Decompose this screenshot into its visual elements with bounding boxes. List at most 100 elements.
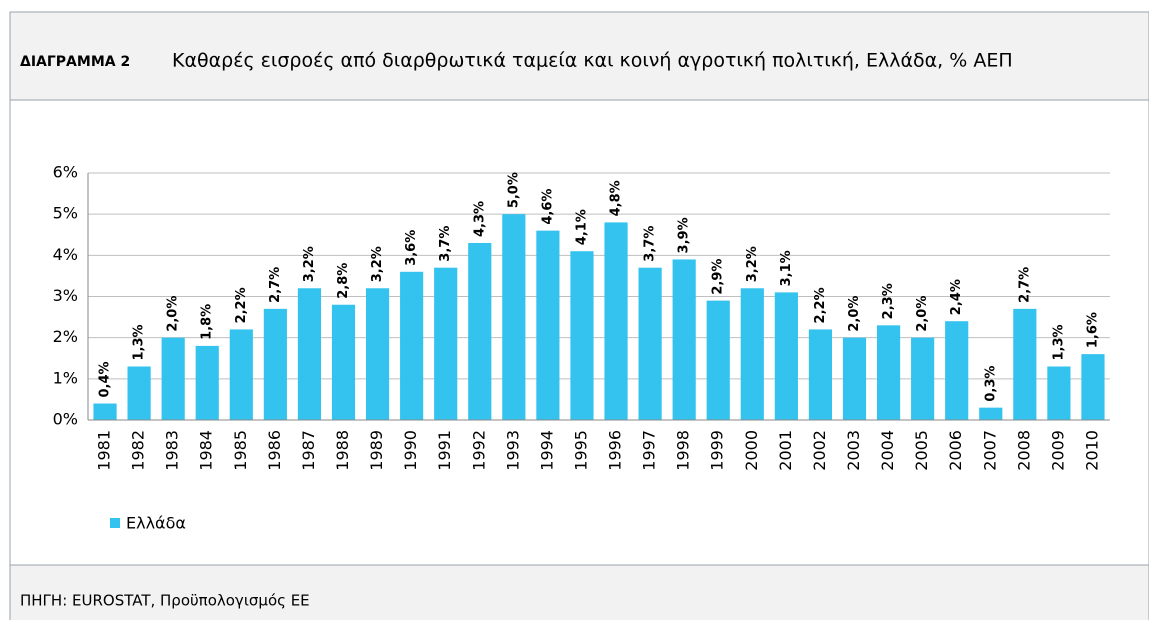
bar <box>740 288 764 420</box>
x-tick-label: 2010 <box>1082 430 1101 471</box>
chart-title: Καθαρές εισροές από διαρθρωτικά ταμεία κ… <box>172 50 1013 72</box>
bar <box>570 251 594 420</box>
bar <box>638 267 662 420</box>
bar <box>434 267 458 420</box>
bar <box>365 288 390 420</box>
x-tick-label: 1990 <box>401 430 420 471</box>
legend-label: Ελλάδα <box>126 514 186 533</box>
x-tick-label: 1996 <box>606 430 625 471</box>
chart: 0% 1% 2% 3% 4% 5% 6% 0,4% 1981 1,3% 1982 2,0% 1983 1,… <box>53 163 1110 533</box>
data-label: 2,3% <box>881 283 896 319</box>
x-tick-label: 1987 <box>299 430 318 471</box>
bar <box>263 308 287 420</box>
x-tick-label: 1999 <box>708 430 727 471</box>
data-label: 3,7% <box>643 226 658 262</box>
bar <box>774 292 798 420</box>
data-label: 2,9% <box>711 259 726 295</box>
x-tick-label: 2007 <box>980 430 999 471</box>
data-label: 3,2% <box>370 246 385 282</box>
data-label: 2,7% <box>1017 267 1032 303</box>
y-tick-label: 6% <box>53 163 78 182</box>
x-tick-label: 1986 <box>265 430 284 471</box>
bar <box>468 242 492 420</box>
bar <box>127 366 151 420</box>
x-tick-label: 1997 <box>640 430 659 471</box>
bar <box>876 325 901 420</box>
x-tick-label: 1998 <box>674 430 693 471</box>
bar <box>400 271 424 420</box>
footer-bg <box>9 564 1149 624</box>
bar <box>536 230 560 420</box>
x-tick-label: 2006 <box>946 430 965 471</box>
y-tick-label: 5% <box>53 204 78 223</box>
x-tick-label: 1992 <box>469 430 488 471</box>
x-tick-label: 1988 <box>333 430 352 471</box>
x-tick-label: 1985 <box>231 430 250 471</box>
bar <box>1081 354 1105 420</box>
legend-swatch <box>110 518 120 528</box>
y-tick-label: 2% <box>53 327 78 346</box>
header-bg <box>9 11 1149 101</box>
x-tick-label: 1981 <box>95 430 114 471</box>
data-label: 3,6% <box>404 230 419 266</box>
bar <box>842 337 867 420</box>
data-label: 2,8% <box>336 263 351 299</box>
data-label: 3,2% <box>302 246 317 282</box>
data-label: 2,0% <box>847 296 862 332</box>
data-label: 2,2% <box>234 287 249 323</box>
data-label: 2,2% <box>813 287 828 323</box>
y-tick-label: 4% <box>53 245 78 264</box>
bar <box>331 304 356 420</box>
data-label: 1,6% <box>1085 312 1100 348</box>
data-label: 3,9% <box>677 217 692 253</box>
bar <box>93 403 117 420</box>
y-tick-label: 0% <box>53 410 78 429</box>
figure-label: ΔΙΑΓΡΑΜΜΑ 2 <box>20 54 130 70</box>
x-tick-label: 1994 <box>537 430 556 471</box>
y-tick-label: 1% <box>53 368 78 387</box>
bar <box>161 337 185 420</box>
x-tick-label: 1983 <box>163 430 182 471</box>
bar <box>297 288 322 420</box>
data-label: 4,3% <box>472 201 487 237</box>
x-tick-label: 2009 <box>1048 430 1067 471</box>
data-label: 4,8% <box>609 180 624 216</box>
bar <box>604 222 628 420</box>
data-label: 4,1% <box>574 209 589 245</box>
bar <box>911 337 935 420</box>
bar <box>229 329 253 420</box>
bar <box>979 407 1003 420</box>
data-label: 3,2% <box>745 246 760 282</box>
data-label: 2,4% <box>949 279 964 315</box>
x-tick-label: 1993 <box>503 430 522 471</box>
bar <box>195 345 219 420</box>
x-tick-label: 2008 <box>1014 430 1033 471</box>
data-label: 5,0% <box>506 172 521 208</box>
x-tick-label: 2001 <box>776 430 795 471</box>
x-tick-label: 1995 <box>571 430 590 471</box>
data-label: 2,0% <box>166 296 181 332</box>
data-label: 4,6% <box>540 189 555 225</box>
data-label: 0,3% <box>983 366 998 402</box>
data-label: 1,8% <box>200 304 215 340</box>
bar <box>502 214 526 420</box>
data-label: 3,7% <box>438 226 453 262</box>
data-label: 2,7% <box>268 267 283 303</box>
x-tick-label: 1982 <box>129 430 148 471</box>
bar <box>1013 308 1037 420</box>
bar <box>706 300 730 420</box>
x-tick-label: 1989 <box>367 430 386 471</box>
data-label: 1,3% <box>1051 324 1066 360</box>
source: ΠΗΓΗ: EUROSTAT, Προϋπολογισμός ΕΕ <box>20 592 310 610</box>
x-tick-label: 2000 <box>742 430 761 471</box>
data-label: 2,0% <box>915 296 930 332</box>
bar <box>1047 366 1071 420</box>
data-label: 0,4% <box>98 361 113 397</box>
x-tick-label: 2005 <box>912 430 931 471</box>
x-tick-label: 2003 <box>844 430 863 471</box>
y-tick-label: 3% <box>53 286 78 305</box>
data-label: 1,3% <box>132 324 147 360</box>
x-tick-label: 2002 <box>810 430 829 471</box>
bar <box>945 321 969 420</box>
